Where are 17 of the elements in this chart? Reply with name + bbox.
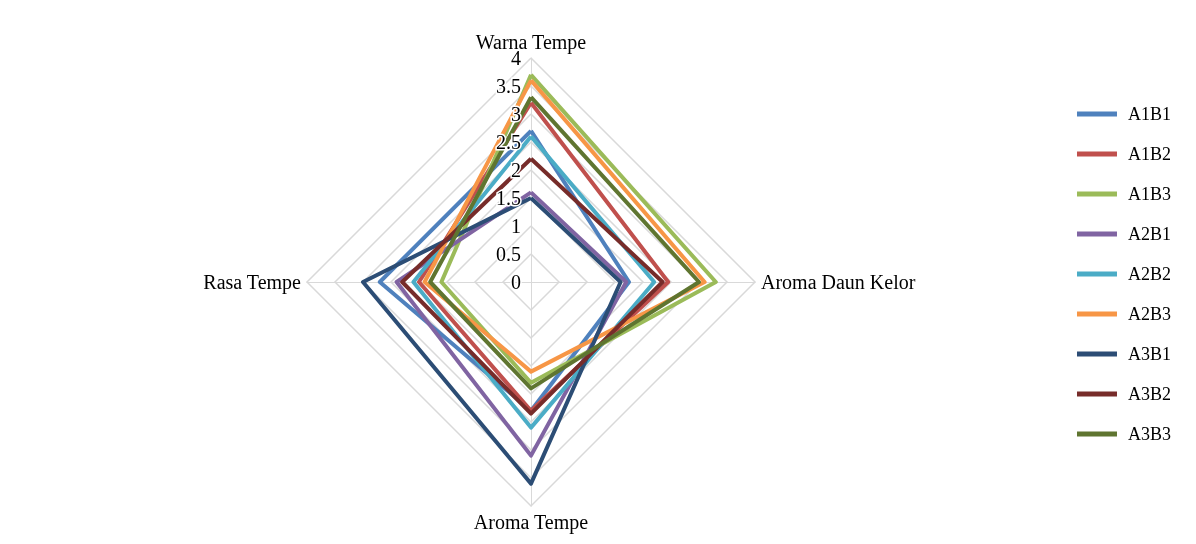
spoke-label: Aroma Daun Kelor bbox=[761, 271, 916, 293]
legend-label: A3B1 bbox=[1128, 344, 1172, 364]
legend-label: A1B1 bbox=[1128, 104, 1172, 124]
legend-label: A1B3 bbox=[1128, 184, 1172, 204]
legend-label: A2B1 bbox=[1128, 224, 1172, 244]
legend-label: A3B3 bbox=[1128, 424, 1172, 444]
y-tick-label: 1.5 bbox=[496, 187, 521, 209]
legend-label: A3B2 bbox=[1128, 384, 1172, 404]
legend-label: A2B2 bbox=[1128, 264, 1172, 284]
legend-label: A2B3 bbox=[1128, 304, 1172, 324]
y-tick-label: 0 bbox=[511, 271, 521, 293]
spoke-label: Rasa Tempe bbox=[203, 271, 302, 294]
y-tick-label: 3.5 bbox=[496, 75, 521, 97]
y-tick-label: 1 bbox=[511, 215, 521, 237]
spoke-label: Aroma Tempe bbox=[473, 511, 589, 534]
y-tick-label: 0.5 bbox=[496, 243, 521, 265]
legend-label: A1B2 bbox=[1128, 144, 1172, 164]
